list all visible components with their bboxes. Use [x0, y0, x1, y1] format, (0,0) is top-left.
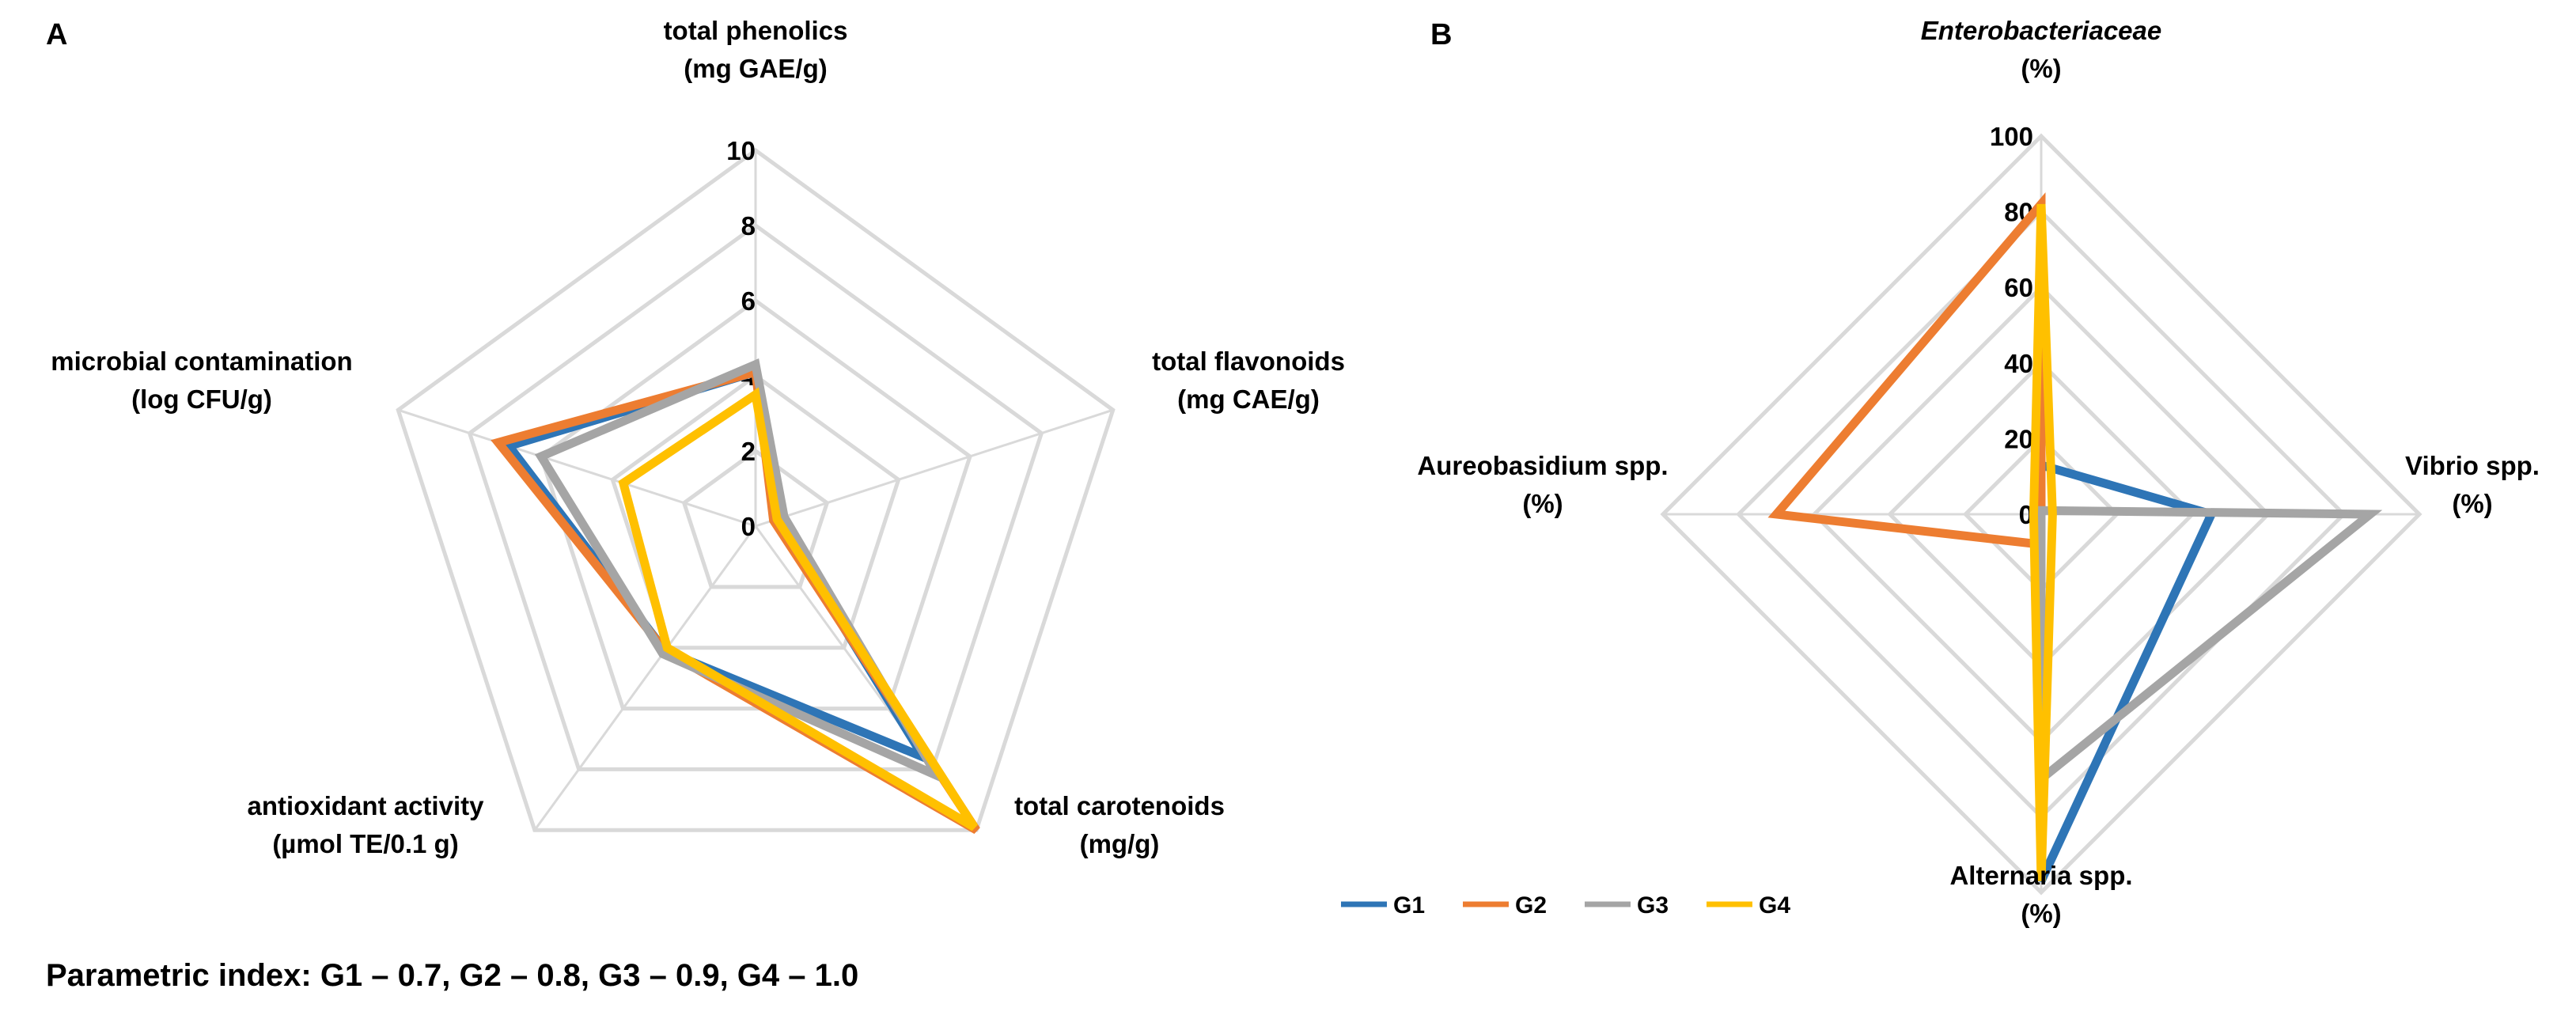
axis-label-alternaria: Alternaria spp.: [1949, 861, 2132, 890]
tick-label-100: 100: [1990, 122, 2033, 151]
series-g4: [618, 387, 979, 831]
grid-ring-6: [539, 297, 972, 711]
tick-label-10: 10: [726, 136, 756, 165]
grid-ring-2: [681, 448, 830, 589]
axis-label-total-phenolics-unit: (mg GAE/g): [684, 54, 827, 83]
axis-label-total-flavonoids: total flavonoids: [1152, 347, 1345, 376]
legend-label-g4: G4: [1759, 892, 1790, 919]
axis-label-total-phenolics: total phenolics: [664, 16, 848, 45]
legend-label-g1: G1: [1393, 892, 1425, 919]
panel-letter-b: B: [1430, 18, 1452, 51]
axis-label-microbial-contamination-unit: (log CFU/g): [131, 384, 272, 414]
grid-spoke: [755, 408, 1114, 528]
tick-label-2: 2: [741, 437, 756, 466]
axis-label-enterobacteriaceae-unit: (%): [2021, 54, 2061, 83]
axis-label-aureobasidium: Aureobasidium spp.: [1417, 451, 1668, 480]
tick-label-20: 20: [2004, 424, 2033, 453]
grid-ring-10: [396, 147, 1116, 832]
axis-label-microbial-contamination: microbial contamination: [51, 347, 352, 376]
legend: G1 G2 G3 G4: [1341, 892, 1790, 919]
grid-ring-4: [610, 373, 901, 650]
axis-label-vibrio-unit: (%): [2452, 489, 2492, 518]
legend-label-g3: G3: [1637, 892, 1669, 919]
axis-label-total-flavonoids-unit: (mg CAE/g): [1177, 384, 1320, 414]
axis-label-total-carotenoids: total carotenoids: [1014, 791, 1225, 820]
radar-series-b: [1767, 192, 2383, 883]
tick-label-60: 60: [2004, 273, 2033, 302]
grid-ring-8: [467, 222, 1044, 771]
panel-letter-a: A: [46, 18, 67, 51]
axis-label-vibrio: Vibrio spp.: [2405, 451, 2540, 480]
tick-label-0: 0: [741, 512, 756, 541]
tick-label-40: 40: [2004, 349, 2033, 378]
series-g4: [2029, 203, 2057, 881]
radar-grid-a: [396, 147, 1116, 832]
series-g1: [502, 366, 934, 767]
tick-label-6: 6: [741, 286, 756, 316]
grid-spoke: [397, 408, 756, 528]
legend-label-g2: G2: [1515, 892, 1547, 919]
radar-series-a: [491, 358, 980, 835]
tick-label-8: 8: [741, 211, 756, 241]
axis-label-total-carotenoids-unit: (mg/g): [1080, 829, 1160, 858]
axis-label-antioxidant-activity-unit: (µmol TE/0.1 g): [272, 829, 458, 858]
axis-label-enterobacteriaceae: Enterobacteriaceae: [1921, 16, 2162, 45]
series-g3: [534, 358, 948, 786]
parametric-index-caption: Parametric index: G1 – 0.7, G2 – 0.8, G3…: [46, 958, 858, 993]
axis-label-antioxidant-activity: antioxidant activity: [248, 791, 485, 820]
grid-spoke: [533, 525, 757, 831]
axis-label-alternaria-unit: (%): [2021, 899, 2061, 928]
axis-label-aureobasidium-unit: (%): [1522, 489, 1563, 518]
series-g3: [2036, 506, 2383, 789]
